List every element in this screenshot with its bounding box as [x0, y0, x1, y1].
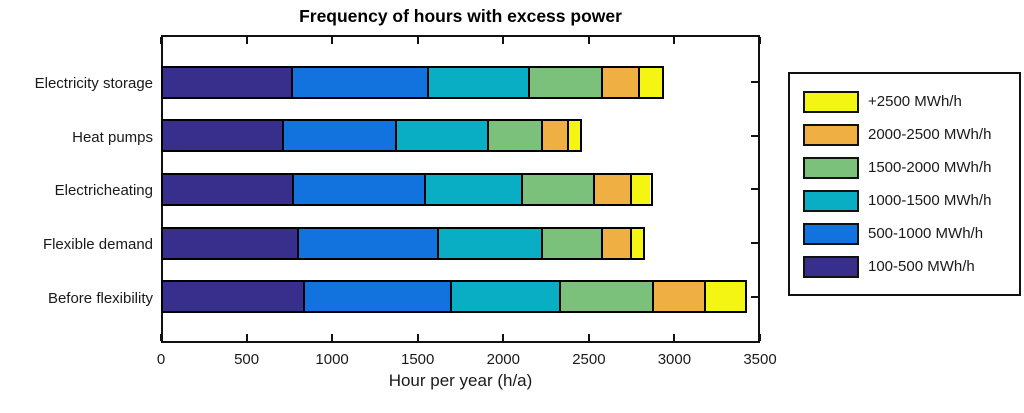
- bar-segment: [592, 174, 630, 204]
- x-tick: [160, 37, 162, 44]
- legend-swatch: [803, 90, 859, 113]
- x-tick-label: 500: [234, 351, 260, 368]
- x-tick: [416, 37, 419, 44]
- legend-label: 1000-1500 MWh/h: [868, 192, 992, 209]
- legend-label: 500-1000 MWh/h: [868, 225, 984, 242]
- bar-segment: [520, 174, 593, 204]
- y-category-label: Electricheating: [54, 182, 153, 200]
- x-tick-label: 3500: [743, 351, 777, 368]
- legend-swatch: [803, 123, 859, 146]
- bar-segment: [394, 121, 487, 151]
- bar-segment: [163, 282, 303, 312]
- legend-swatch: [803, 189, 859, 212]
- legend-item: +2500 MWh/h: [803, 85, 1019, 118]
- x-tick: [331, 334, 334, 341]
- legend-swatch: [803, 156, 859, 179]
- bar-segment: [423, 174, 521, 204]
- legend-label: +2500 MWh/h: [868, 93, 962, 110]
- bar-segment: [630, 174, 651, 204]
- plot-area: [160, 35, 761, 343]
- legend-swatch: [803, 222, 859, 245]
- x-tick-label: 1000: [315, 351, 349, 368]
- y-category-label: Before flexibility: [47, 289, 153, 307]
- x-tick: [759, 334, 761, 341]
- bar-segment: [163, 174, 292, 204]
- bar-segment: [652, 282, 704, 312]
- x-tick: [416, 334, 419, 341]
- bar-segment: [703, 282, 745, 312]
- x-tick: [331, 37, 334, 44]
- x-tick: [673, 334, 676, 341]
- legend-label: 100-500 MWh/h: [868, 258, 975, 275]
- bar-segment: [427, 67, 528, 97]
- y-tick: [751, 242, 758, 244]
- bar-electricity-storage: [161, 65, 665, 99]
- y-category-label: Flexible demand: [42, 236, 153, 253]
- legend-label: 1500-2000 MWh/h: [868, 159, 992, 176]
- chart-title: Frequency of hours with excess power: [299, 6, 622, 26]
- legend-item: 1500-2000 MWh/h: [803, 151, 1019, 184]
- bar-segment: [527, 67, 601, 97]
- bar-segment: [282, 121, 395, 151]
- legend-item: 500-1000 MWh/h: [803, 217, 1019, 250]
- x-tick-label: 3000: [657, 351, 692, 368]
- bar-segment: [541, 228, 601, 258]
- y-tick: [751, 134, 758, 137]
- x-tick-label: 2500: [572, 351, 606, 368]
- bar-segment: [601, 228, 630, 258]
- bar-before-flexibility: [161, 280, 747, 314]
- bar-segment: [290, 67, 428, 97]
- bar-flexible-demand: [161, 226, 645, 260]
- bar-electricheating: [161, 172, 653, 206]
- x-tick: [673, 37, 676, 44]
- legend-label: 2000-2500 MWh/h: [868, 126, 992, 143]
- bar-segment: [302, 282, 451, 312]
- bar-segment: [566, 121, 581, 151]
- bar-segment: [163, 67, 291, 97]
- bar-segment: [601, 67, 639, 97]
- y-category-label: Electricity storage: [34, 75, 153, 93]
- x-tick: [587, 334, 590, 341]
- y-category-label: Heat pumps: [72, 128, 153, 146]
- bar-segment: [541, 121, 567, 151]
- bar-segment: [296, 228, 438, 258]
- bar-heat-pumps: [161, 119, 583, 153]
- legend-swatch: [803, 255, 859, 278]
- legend-item: 1000-1500 MWh/h: [803, 184, 1019, 217]
- x-tick: [587, 37, 590, 44]
- x-axis-label: Hour per year (h/a): [388, 371, 533, 390]
- y-tick: [751, 81, 758, 84]
- bar-segment: [629, 228, 643, 258]
- bar-segment: [638, 67, 663, 97]
- x-tick: [759, 37, 761, 44]
- legend-item: 2000-2500 MWh/h: [803, 118, 1019, 151]
- x-tick: [502, 334, 505, 341]
- y-tick: [751, 295, 758, 298]
- bar-segment: [291, 174, 424, 204]
- x-tick: [502, 37, 505, 44]
- legend: +2500 MWh/h 2000-2500 MWh/h 1500-2000 MWh/…: [788, 72, 1021, 296]
- x-tick-label: 1500: [401, 351, 435, 368]
- bar-segment: [486, 121, 542, 151]
- legend-item: 100-500 MWh/h: [803, 250, 1019, 283]
- x-tick: [160, 334, 162, 341]
- bar-segment: [558, 282, 653, 312]
- x-tick: [245, 334, 248, 341]
- y-tick: [751, 188, 758, 191]
- bar-segment: [450, 282, 559, 312]
- bar-segment: [163, 228, 297, 258]
- x-tick-label: 0: [156, 351, 166, 368]
- x-tick: [245, 37, 248, 44]
- bar-segment: [163, 121, 283, 151]
- x-tick-label: 2000: [486, 351, 520, 368]
- bar-segment: [437, 228, 542, 258]
